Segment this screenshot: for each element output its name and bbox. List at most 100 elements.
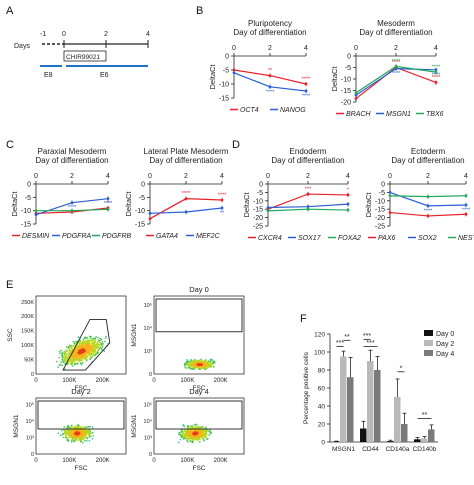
density-dot [78, 341, 81, 343]
density-dot [80, 359, 83, 362]
data-point [232, 71, 236, 75]
density-dot [69, 427, 72, 429]
significance-label: ** [422, 412, 428, 419]
density-dot [82, 441, 84, 444]
density-dot [199, 441, 201, 443]
density-dot [91, 339, 93, 341]
density-dot [91, 356, 93, 358]
significance-label: * [107, 201, 110, 207]
density-dot [56, 360, 58, 363]
density-dot [73, 435, 75, 437]
y-tick-label: -25 [375, 224, 385, 231]
density-dot [194, 431, 197, 434]
density-dot [195, 362, 198, 364]
legend-label: PAX6 [378, 235, 395, 242]
density-dot [63, 354, 65, 357]
flow-x-tick-label: 100K [62, 458, 76, 464]
flow-plot-frame [35, 295, 127, 375]
density-dot [98, 349, 100, 351]
density-dot [212, 361, 215, 364]
timeline-tick-label: 0 [62, 31, 66, 38]
density-dot [190, 433, 192, 436]
density-dot [80, 429, 83, 431]
density-dot [89, 335, 91, 338]
flow-y-tick-label: 10⁵ [26, 402, 34, 409]
density-dot [89, 435, 92, 437]
density-dot [202, 363, 205, 366]
density-dot [198, 427, 200, 430]
density-dot [186, 363, 188, 365]
flow-x-tick-label: 200K [214, 458, 228, 464]
flow-x-tick-label: 100K [180, 458, 194, 464]
density-dot [81, 350, 83, 353]
flow-y-tick-label: 10³ [144, 349, 152, 355]
category-label: CD140b [413, 446, 437, 453]
density-dot [91, 353, 94, 356]
density-dot [190, 361, 192, 363]
density-dot [88, 350, 91, 352]
density-dot [71, 347, 73, 349]
density-dot [68, 362, 70, 364]
panel-letter-e: E [6, 279, 13, 291]
density-dot [71, 426, 73, 428]
density-dot [80, 439, 83, 441]
data-point [70, 201, 74, 205]
density-dot [104, 337, 107, 339]
flow-x-tick-label: 0 [152, 458, 156, 464]
density-dot [205, 426, 207, 429]
density-dot [199, 364, 201, 366]
density-dot [97, 345, 100, 348]
density-dot [79, 356, 82, 358]
density-dot [190, 425, 192, 427]
density-dot [70, 426, 72, 429]
significance-label: *** [305, 187, 312, 193]
density-dot [203, 440, 205, 442]
density-dot [85, 433, 87, 436]
density-dot [67, 440, 70, 442]
density-dot [79, 351, 82, 354]
density-dot [187, 425, 189, 427]
density-dot [75, 438, 77, 440]
bar [421, 438, 428, 442]
density-dot [92, 432, 94, 434]
density-dot [208, 434, 210, 436]
bar [367, 361, 374, 442]
density-dot [77, 350, 80, 352]
density-dot [61, 353, 64, 355]
x-tick-label: 2 [394, 45, 398, 52]
density-dot [191, 440, 194, 443]
density-dot [64, 352, 67, 354]
density-dot [65, 432, 67, 434]
density-dot [92, 354, 95, 356]
density-dot [71, 429, 73, 432]
density-dot [105, 335, 107, 338]
density-dot [209, 431, 211, 434]
flow-plot-title: Day 0 [189, 285, 209, 294]
density-dot [87, 431, 89, 434]
y-tick-label: 60 [318, 386, 326, 393]
density-dot [199, 368, 202, 370]
density-dot [199, 367, 201, 370]
density-dot [57, 432, 60, 434]
data-point [184, 197, 188, 201]
significance-label: **** [68, 205, 77, 211]
timeline-tick-label: 2 [104, 31, 108, 38]
density-dot [211, 362, 213, 364]
density-dot [213, 360, 216, 363]
density-dot [188, 363, 191, 365]
density-dot [205, 435, 207, 438]
density-dot [91, 349, 94, 352]
y-axis-label: DeltaCt [124, 191, 133, 217]
density-dot [70, 352, 72, 355]
density-dot [191, 437, 193, 439]
y-tick-label: -20 [375, 215, 385, 222]
data-point [388, 191, 392, 194]
density-dot [71, 432, 74, 434]
data-point [268, 74, 272, 77]
density-dot [91, 346, 94, 348]
density-dot [86, 440, 88, 442]
density-dot [191, 425, 194, 427]
density-dot [65, 350, 68, 353]
